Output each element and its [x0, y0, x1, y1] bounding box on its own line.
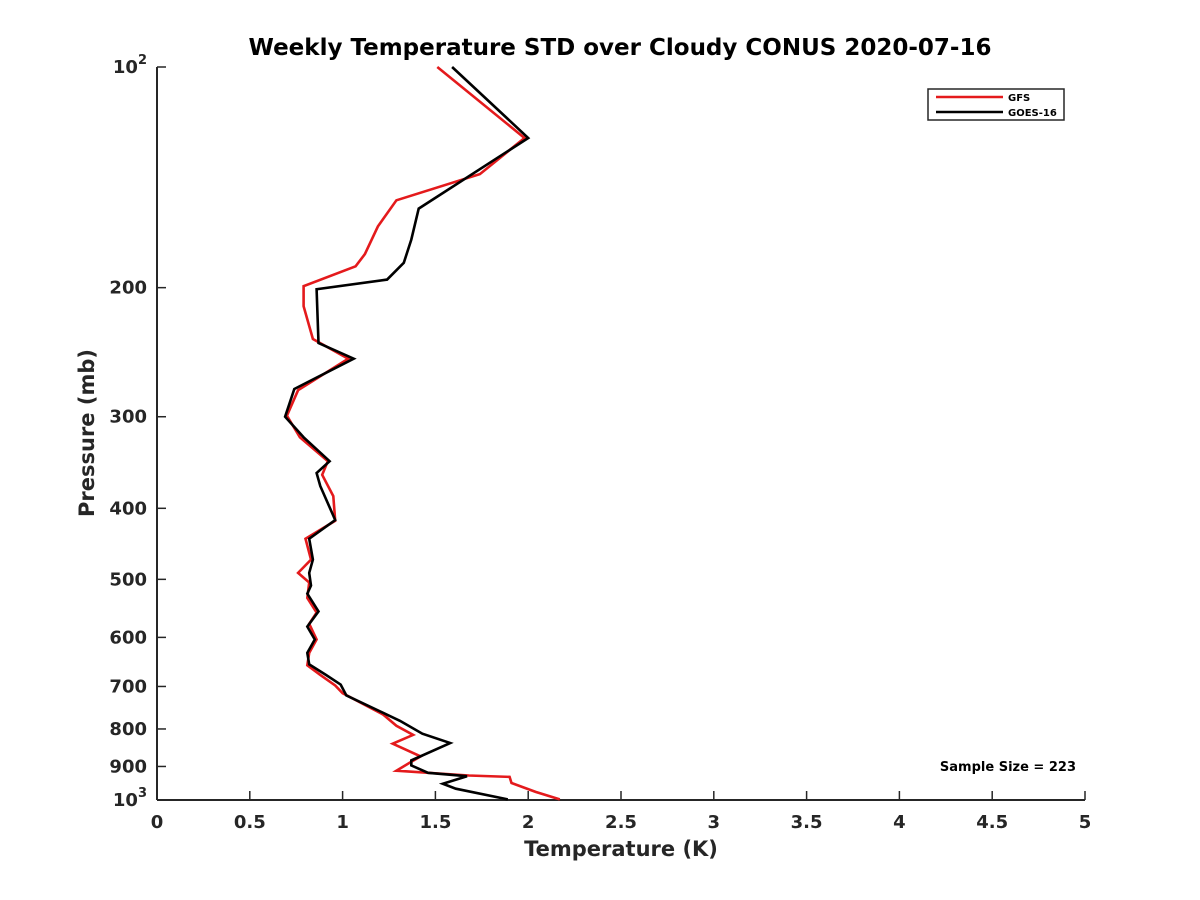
- y-tick-label: 200: [109, 278, 147, 299]
- y-tick-base: 10: [113, 790, 138, 811]
- y-tick-base: 10: [113, 57, 138, 78]
- y-tick-label: 300: [109, 407, 147, 428]
- y-tick-label: 102: [113, 53, 147, 78]
- legend-box: [927, 88, 1065, 121]
- y-tick-label: 600: [109, 627, 147, 648]
- y-tick-label: 500: [109, 569, 147, 590]
- x-tick-label: 3.5: [791, 812, 823, 833]
- x-tick-label: 0.5: [234, 812, 266, 833]
- x-ticks: 0 0.5 1 1.5 2 2.5 3 3.5 4 4.5 5: [151, 791, 1092, 833]
- sample-size-annotation: Sample Size = 223: [940, 760, 1076, 775]
- legend: GFS GOES-16: [927, 88, 1065, 121]
- y-tick-label: 800: [109, 719, 147, 740]
- x-tick-label: 2: [522, 812, 535, 833]
- legend-label: GFS: [1008, 93, 1030, 104]
- x-tick-label: 5: [1079, 812, 1092, 833]
- x-axis-label: Temperature (K): [524, 837, 718, 861]
- y-tick-exponent: 3: [138, 786, 147, 801]
- y-tick-label: 700: [109, 676, 147, 697]
- y-tick-label: 103: [113, 786, 147, 811]
- x-tick-label: 2.5: [605, 812, 637, 833]
- y-axis-label: Pressure (mb): [75, 349, 99, 517]
- y-tick-label: 900: [109, 756, 147, 777]
- x-tick-label: 0: [151, 812, 164, 833]
- x-tick-label: 4: [893, 812, 906, 833]
- legend-label: GOES-16: [1008, 108, 1057, 119]
- x-tick-label: 3: [708, 812, 721, 833]
- series-line-goes-16: [283, 66, 531, 801]
- x-tick-label: 1.5: [419, 812, 451, 833]
- y-tick-exponent: 2: [138, 53, 147, 68]
- y-tick-label: 400: [109, 498, 147, 519]
- x-tick-label: 4.5: [976, 812, 1008, 833]
- series-layer: [283, 65, 561, 801]
- chart-title: Weekly Temperature STD over Cloudy CONUS…: [249, 35, 992, 61]
- x-tick-label: 1: [336, 812, 349, 833]
